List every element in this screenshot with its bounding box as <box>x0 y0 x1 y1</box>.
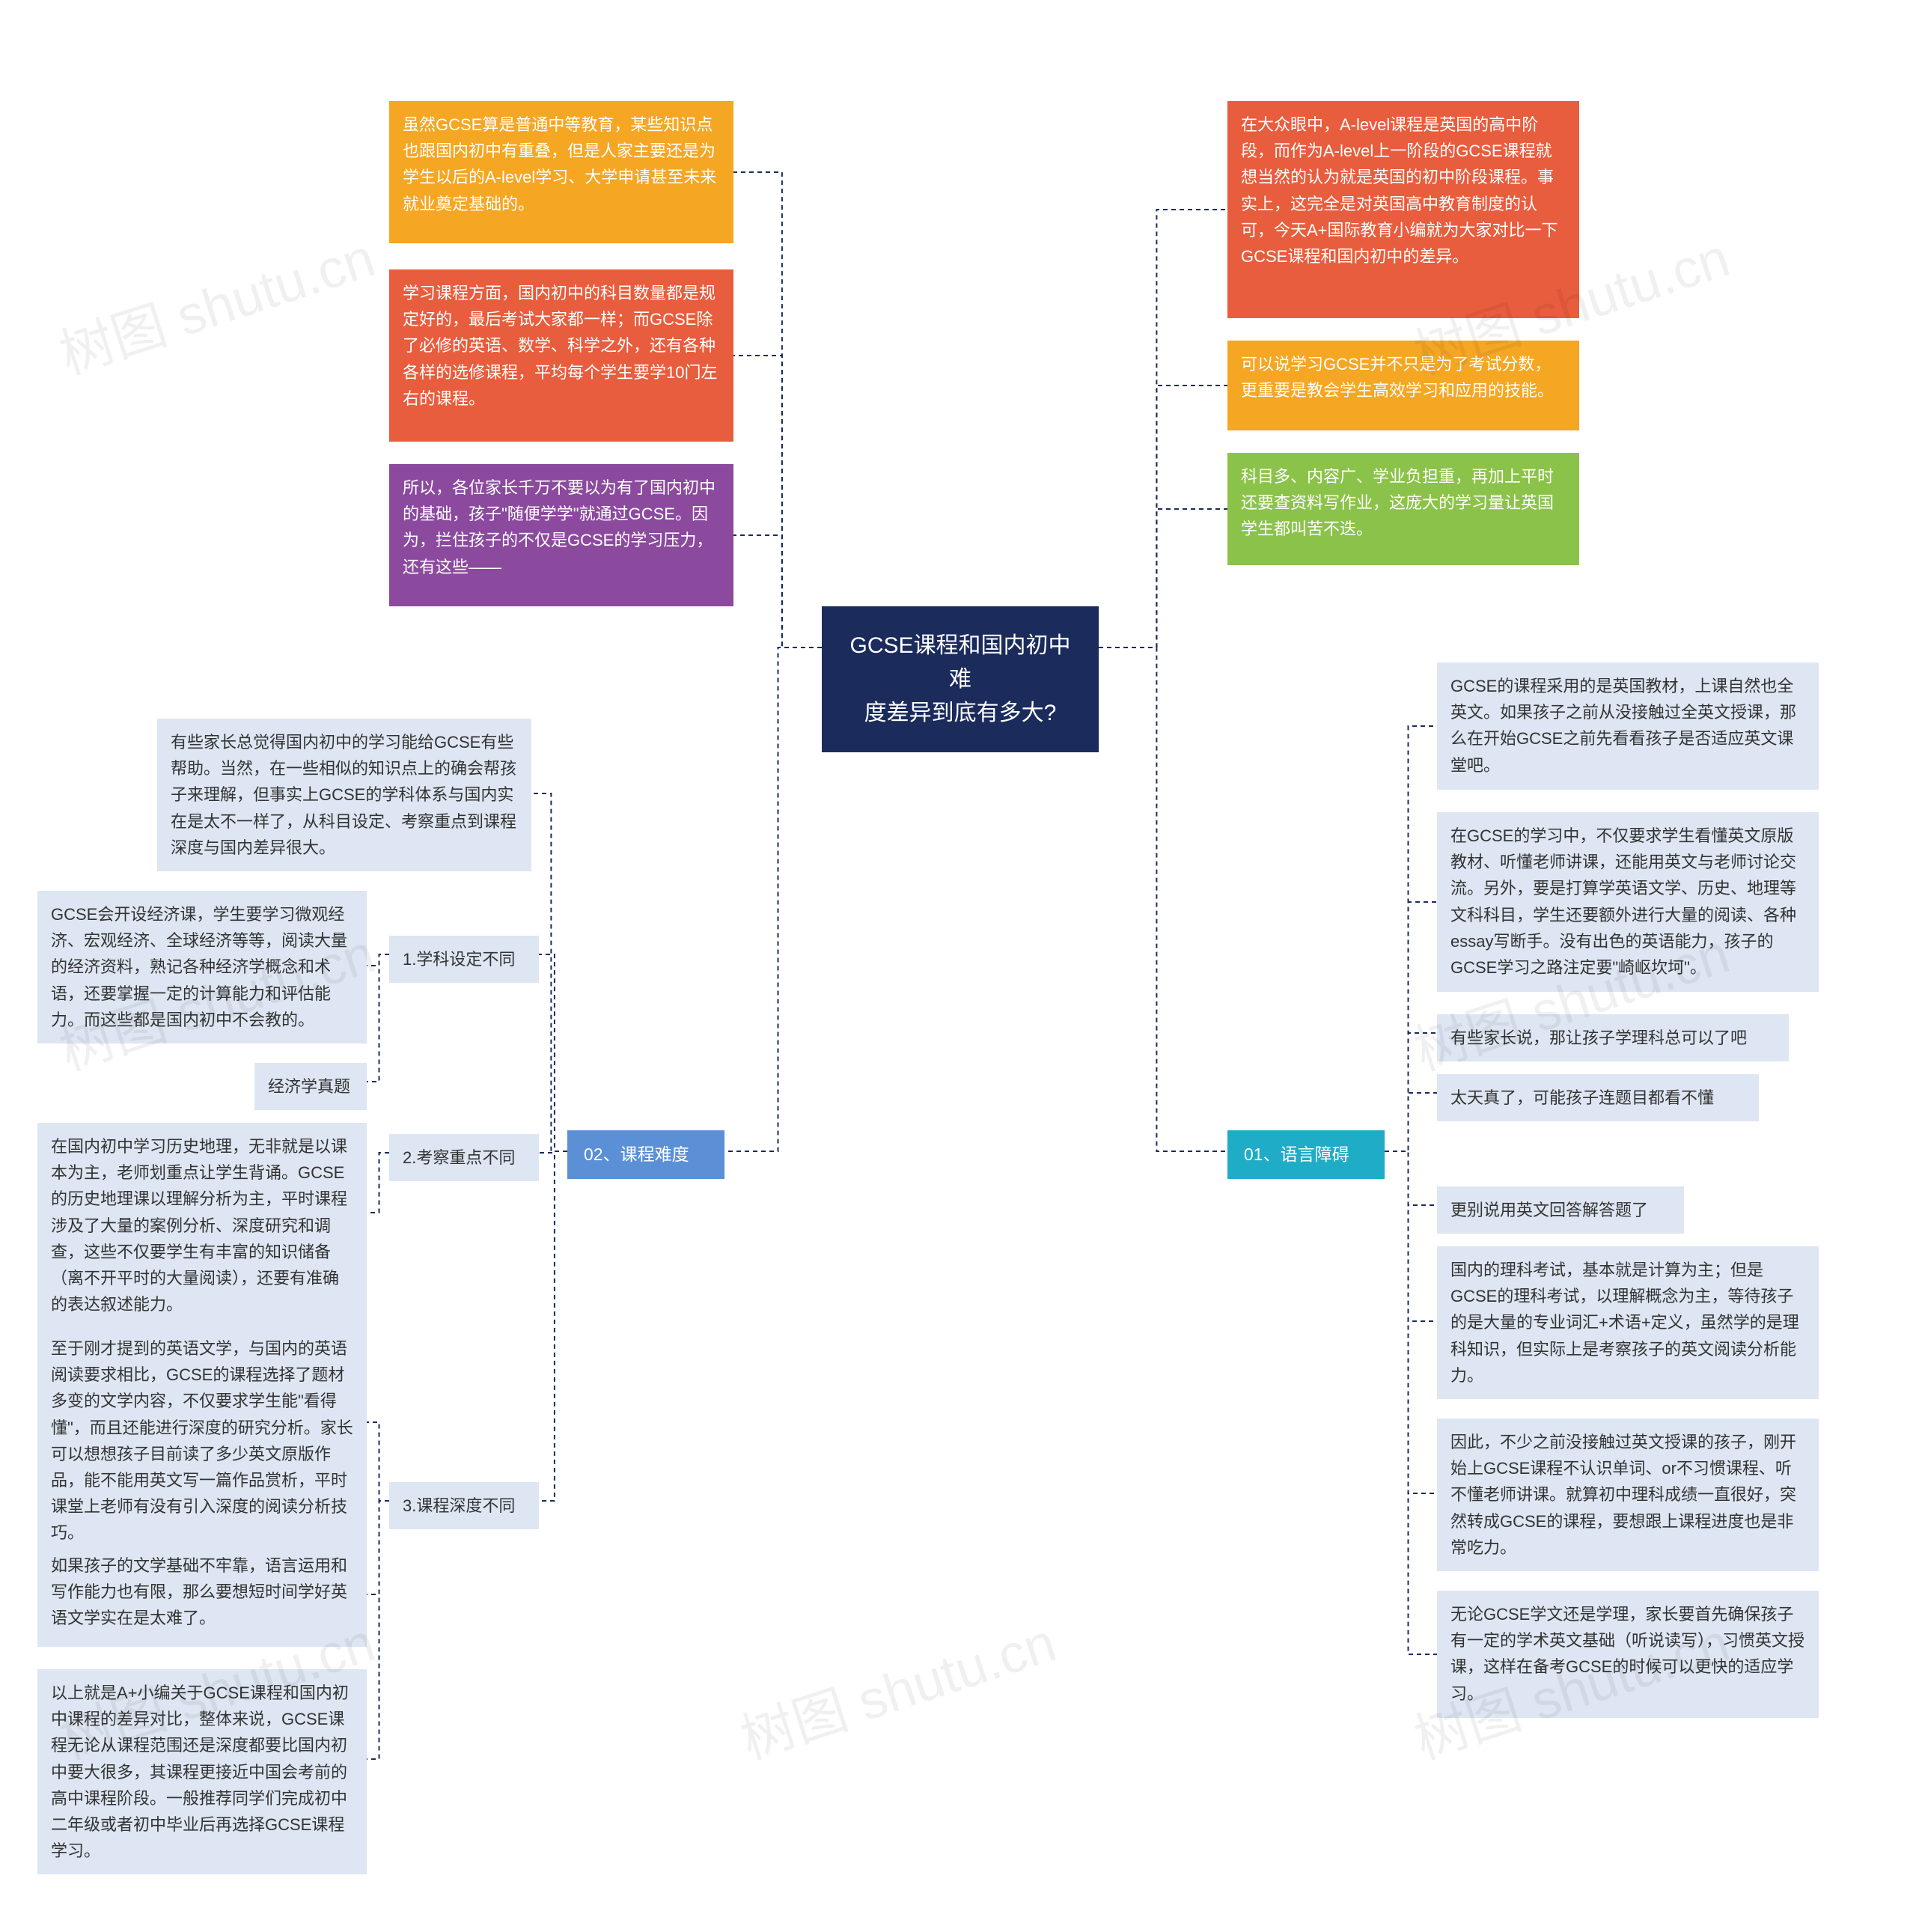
branch-02-sub-0-child-0: GCSE会开设经济课，学生要学习微观经济、宏观经济、全球经济等等，阅读大量的经济… <box>37 891 367 1043</box>
right-upper-note-1: 可以说学习GCSE并不只是为了考试分数，更重要是教会学生高效学习和应用的技能。 <box>1227 341 1579 430</box>
branch-02-sub-2-child-1: 如果孩子的文学基础不牢靠，语言运用和写作能力也有限，那么要想短时间学好英语文学实… <box>37 1542 367 1647</box>
branch-02-label: 02、课程难度 <box>567 1130 724 1179</box>
branch-01-child-5: 国内的理科考试，基本就是计算为主；但是GCSE的理科考试，以理解概念为主，等待孩… <box>1437 1246 1819 1399</box>
left-upper-note-1: 学习课程方面，国内初中的科目数量都是规定好的，最后考试大家都一样；而GCSE除了… <box>389 269 733 442</box>
branch-01-child-3: 太天真了，可能孩子连题目都看不懂 <box>1437 1074 1759 1121</box>
branch-01-child-0: GCSE的课程采用的是英国教材，上课自然也全英文。如果孩子之前从没接触过全英文授… <box>1437 662 1819 790</box>
branch-02-sub-1-child-0: 在国内初中学习历史地理，无非就是以课本为主，老师划重点让学生背诵。GCSE的历史… <box>37 1123 367 1328</box>
branch-01-child-1: 在GCSE的学习中，不仅要求学生看懂英文原版教材、听懂老师讲课，还能用英文与老师… <box>1437 812 1819 992</box>
center-node: GCSE课程和国内初中难度差异到底有多大? <box>822 606 1099 752</box>
right-upper-note-2: 科目多、内容广、学业负担重，再加上平时还要查资料写作业，这庞大的学习量让英国学生… <box>1227 453 1579 565</box>
branch-02-intro: 有些家长总觉得国内初中的学习能给GCSE有些帮助。当然，在一些相似的知识点上的确… <box>157 719 531 871</box>
left-upper-note-2: 所以，各位家长千万不要以为有了国内初中的基础，孩子"随便学学"就通过GCSE。因… <box>389 464 733 606</box>
branch-01-child-4: 更别说用英文回答解答题了 <box>1437 1186 1684 1234</box>
watermark: 树图 shutu.cn <box>729 1598 1064 1774</box>
left-upper-note-0: 虽然GCSE算是普通中等教育，某些知识点也跟国内初中有重叠，但是人家主要还是为学… <box>389 101 733 243</box>
branch-02-sub-2-child-0: 至于刚才提到的英语文学，与国内的英语阅读要求相比，GCSE的课程选择了题材多变的… <box>37 1325 367 1557</box>
right-upper-note-0: 在大众眼中，A-level课程是英国的高中阶段，而作为A-level上一阶段的G… <box>1227 101 1579 318</box>
branch-02-sub-2: 3.课程深度不同 <box>389 1482 539 1529</box>
branch-02-sub-0: 1.学科设定不同 <box>389 936 539 983</box>
branch-01-label: 01、语言障碍 <box>1227 1130 1385 1179</box>
branch-01-child-6: 因此，不少之前没接触过英文授课的孩子，刚开始上GCSE课程不认识单词、or不习惯… <box>1437 1418 1819 1571</box>
watermark: 树图 shutu.cn <box>48 213 382 389</box>
branch-02-sub-2-child-2: 以上就是A+小编关于GCSE课程和国内初中课程的差异对比，整体来说，GCSE课程… <box>37 1669 367 1874</box>
branch-01-child-2: 有些家长说，那让孩子学理科总可以了吧 <box>1437 1014 1789 1061</box>
branch-02-sub-0-child-1: 经济学真题 <box>254 1063 367 1110</box>
branch-01-child-7: 无论GCSE学文还是学理，家长要首先确保孩子有一定的学术英文基础（听说读写），习… <box>1437 1591 1819 1718</box>
branch-02-sub-1: 2.考察重点不同 <box>389 1134 539 1181</box>
